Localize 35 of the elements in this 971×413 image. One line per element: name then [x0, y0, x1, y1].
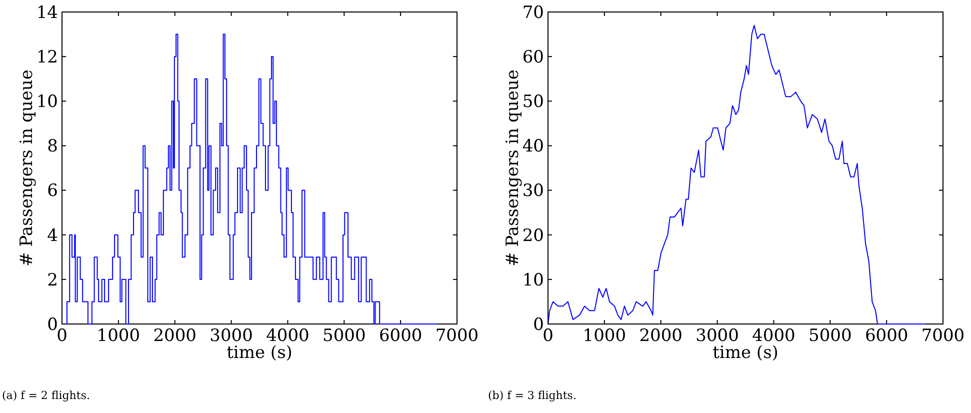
x-tick-label: 5000	[808, 326, 852, 346]
x-tick-label: 5000	[322, 326, 366, 346]
text: (a) f = 2 flights.	[2, 389, 90, 402]
y-tick-label: 60	[522, 48, 544, 68]
y-tick-label: 2	[47, 270, 58, 290]
y-tick-label: 10	[522, 270, 544, 290]
y-tick-label: 4	[47, 226, 58, 246]
x-tick-label: 3000	[696, 326, 739, 346]
x-tick-label: 2000	[639, 326, 682, 346]
y-tick-label: 14	[36, 2, 58, 23]
x-axis-title: time (s)	[226, 343, 292, 363]
x-tick-label: 4000	[266, 326, 310, 346]
y-tick-label: 6	[47, 181, 58, 202]
x-tick-label: 2000	[153, 326, 196, 346]
y-tick-label: 70	[522, 2, 544, 23]
y-tick-label: 30	[522, 181, 544, 202]
line-series	[548, 24, 926, 324]
x-tick-label: 3000	[210, 326, 253, 346]
y-axis-title: # Passengers in queue	[503, 70, 523, 266]
x-tick-label: 4000	[752, 326, 796, 346]
y-tick-label: 8	[47, 136, 58, 157]
y-tick-label: 50	[522, 92, 544, 112]
x-axis-title: time (s)	[712, 343, 778, 363]
x-tick-label: 7000	[921, 326, 965, 346]
y-tick-label: 40	[522, 136, 544, 157]
y-tick-label: 20	[522, 226, 544, 246]
y-tick-label: 10	[36, 92, 58, 112]
text: (b) f = 3 flights.	[488, 389, 576, 402]
x-tick-label: 1000	[582, 326, 626, 346]
x-tick-label: 7000	[435, 326, 479, 346]
y-tick-label: 12	[36, 48, 58, 68]
x-tick-label: 1000	[96, 326, 140, 346]
x-tick-label: 6000	[864, 326, 908, 346]
y-axis-title: # Passengers in queue	[17, 70, 37, 266]
x-tick-label: 6000	[378, 326, 422, 346]
